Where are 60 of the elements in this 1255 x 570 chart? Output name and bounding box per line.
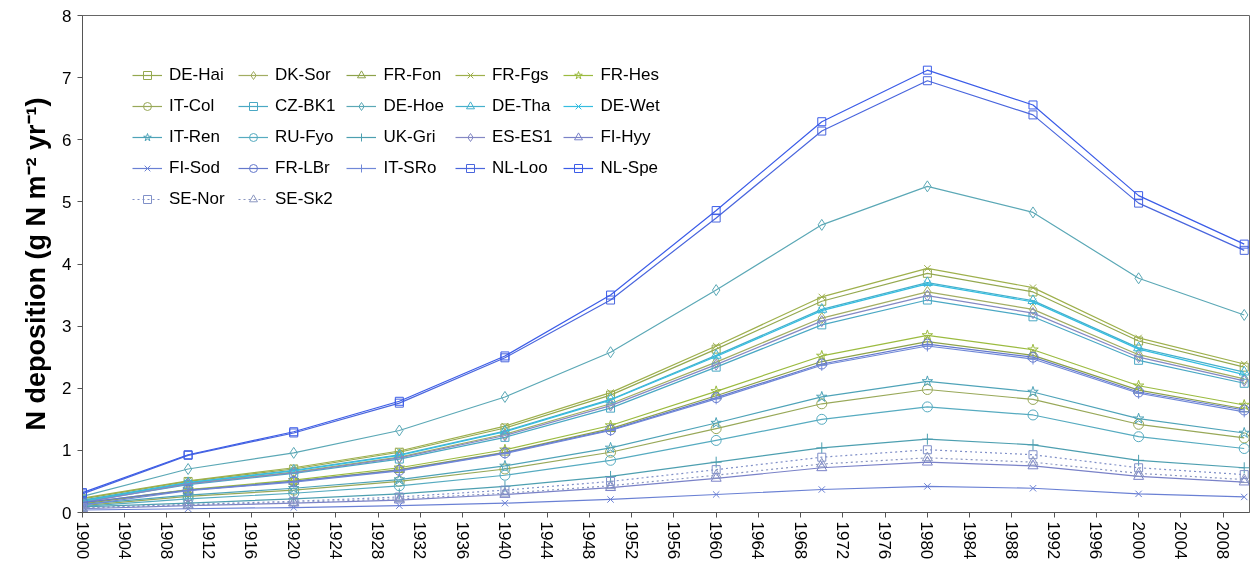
legend-label: DK-Sor [275, 65, 332, 85]
legend-label: DE-Hai [169, 65, 225, 85]
legend-label: CZ-BK1 [275, 96, 336, 116]
x-tick-label: 1924 [325, 521, 345, 560]
legend-label: FR-LBr [275, 158, 331, 178]
x-tick-label: 1996 [1086, 521, 1106, 560]
x-tick-label: 1960 [706, 521, 726, 560]
x-tick-label: 1932 [410, 521, 430, 560]
x-tick-label: 1900 [72, 521, 92, 560]
x-tick-label: 1920 [283, 521, 303, 560]
x-tick-label: 1904 [114, 521, 134, 560]
y-tick-label: 1 [62, 441, 72, 461]
legend-label: FI-Sod [169, 158, 222, 178]
x-tick-label: 1984 [959, 521, 979, 560]
x-tick-label: 1948 [579, 521, 599, 560]
legend-label: RU-Fyo [275, 127, 334, 147]
legend-label: SE-Nor [169, 189, 226, 209]
legend-label: FR-Fon [383, 65, 442, 85]
y-tick-label: 7 [62, 68, 72, 88]
legend-label: DE-Wet [600, 96, 660, 116]
x-tick-label: 2000 [1128, 521, 1148, 560]
x-tick-label: 1936 [452, 521, 472, 560]
y-tick-label: 0 [62, 503, 72, 523]
x-tick-label: 1952 [621, 521, 641, 560]
legend-label: ES-ES1 [491, 127, 553, 147]
y-tick-label: 5 [62, 192, 72, 212]
x-tick-label: 1940 [494, 521, 514, 560]
x-tick-label: 1964 [748, 521, 768, 560]
x-tick-label: 1956 [663, 521, 683, 560]
legend-label: NL-Loo [491, 158, 549, 178]
legend-label: SE-Sk2 [275, 189, 333, 209]
legend-label: DE-Hoe [383, 96, 444, 116]
legend-label: FR-Hes [600, 65, 659, 85]
legend-label: IT-SRo [383, 158, 438, 178]
x-tick-label: 1992 [1044, 521, 1064, 560]
legend-label: NL-Spe [600, 158, 659, 178]
legend-label: FI-Hyy [600, 127, 652, 147]
x-tick-label: 1980 [917, 521, 937, 560]
y-tick-label: 8 [62, 6, 72, 26]
x-tick-label: 1988 [1001, 521, 1021, 560]
y-tick-label: 2 [62, 379, 72, 399]
x-tick-label: 2008 [1213, 521, 1233, 560]
x-tick-label: 1928 [368, 521, 388, 560]
x-tick-label: 1972 [832, 521, 852, 560]
legend-label: IT-Ren [169, 127, 222, 147]
x-tick-label: 1916 [241, 521, 261, 560]
x-tick-label: 1976 [875, 521, 895, 560]
x-tick-label: 1944 [537, 521, 557, 560]
y-tick-label: 3 [62, 317, 72, 337]
x-tick-label: 2004 [1170, 521, 1190, 560]
y-tick-label: 4 [62, 255, 72, 274]
x-tick-label: 1968 [790, 521, 810, 560]
legend-label: UK-Gri [383, 127, 437, 147]
legend-label: FR-Fgs [491, 65, 550, 85]
y-axis-title: N deposition (g N m⁻² yr⁻¹) [21, 97, 52, 431]
x-tick-label: 1908 [156, 521, 176, 560]
legend-label: DE-Tha [491, 96, 551, 116]
y-tick-label: 6 [62, 130, 72, 150]
legend-label: IT-Col [169, 96, 216, 116]
x-tick-label: 1912 [199, 521, 219, 560]
